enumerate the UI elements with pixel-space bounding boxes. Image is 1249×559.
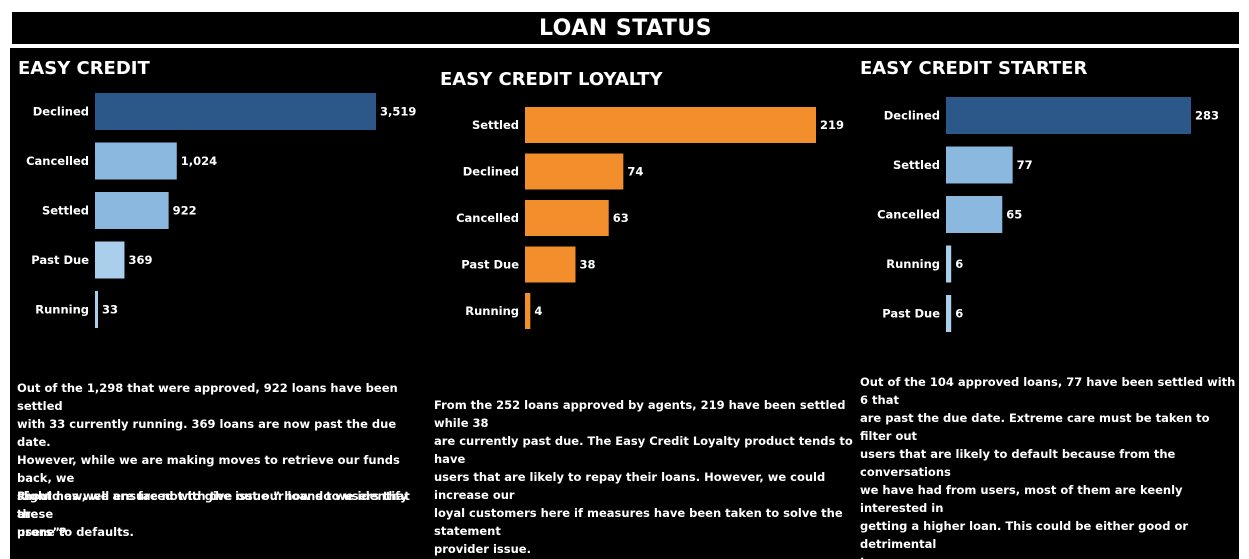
bar-running[interactable] <box>525 293 531 329</box>
value-label: 1,024 <box>181 154 217 168</box>
category-label: Settled <box>42 204 89 218</box>
category-label: Declined <box>463 165 519 179</box>
category-label: Past Due <box>461 258 519 272</box>
panel-easy-credit-loyalty: EASY CREDIT LOYALTY Settled 219 Declined 74… <box>434 48 854 559</box>
bar-declined[interactable] <box>95 93 376 130</box>
bar-past-due[interactable] <box>525 246 576 283</box>
value-label: 3,519 <box>380 105 416 119</box>
category-label: Cancelled <box>26 154 89 168</box>
bar-chart-easy-credit: Declined 3,519 Cancelled 1,024 Settled 922 Pas… <box>26 93 416 328</box>
bar-chart-easy-credit-starter: Declined 283 Settled 77 Cancelled 65 Running 6 P… <box>877 97 1219 332</box>
value-label: 4 <box>534 304 542 318</box>
page-title: LOAN STATUS <box>538 15 713 41</box>
commentary-paragraph: From the 252 loans approved by agents, 2… <box>434 398 853 556</box>
value-label: 74 <box>627 165 643 179</box>
category-label: Cancelled <box>877 208 940 222</box>
category-label: Declined <box>33 105 89 119</box>
category-label: Running <box>35 303 89 317</box>
category-label: Settled <box>472 118 519 132</box>
category-label: Declined <box>884 109 940 123</box>
category-label: Running <box>465 304 519 318</box>
value-label: 38 <box>579 258 595 272</box>
value-label: 922 <box>173 204 197 218</box>
panel-easy-credit: EASY CREDIT Declined 3,519 Cancelled 1,024 S… <box>10 48 420 559</box>
title-bar: LOAN STATUS <box>12 12 1239 44</box>
bar-cancelled[interactable] <box>95 142 177 180</box>
bar-past-due[interactable] <box>946 295 952 332</box>
value-label: 219 <box>820 118 844 132</box>
panel-title: EASY CREDIT STARTER <box>860 58 1088 79</box>
bar-settled[interactable] <box>946 146 1013 184</box>
bar-settled[interactable] <box>525 107 816 143</box>
bar-past-due[interactable] <box>95 241 125 279</box>
dashboard-content: EASY CREDIT Declined 3,519 Cancelled 1,024 S… <box>10 48 1239 559</box>
category-label: Past Due <box>882 307 940 321</box>
commentary-paragraph: Out of the 1,298 that were approved, 922… <box>17 381 410 539</box>
bar-running[interactable] <box>946 245 952 283</box>
commentary-paragraph: Right now, we are faced with the issue ”… <box>17 489 408 539</box>
panel-easy-credit-starter: EASY CREDIT STARTER Declined 283 Settled 77… <box>860 48 1239 559</box>
value-label: 6 <box>955 307 963 321</box>
value-label: 77 <box>1017 158 1033 172</box>
bar-cancelled[interactable] <box>525 200 609 236</box>
commentary-paragraph: Out of the 104 approved loans, 77 have b… <box>860 375 1236 559</box>
category-label: Running <box>886 257 940 271</box>
value-label: 369 <box>128 253 152 267</box>
category-label: Past Due <box>31 253 89 267</box>
value-label: 65 <box>1006 208 1022 222</box>
value-label: 33 <box>102 303 118 317</box>
value-label: 63 <box>613 211 629 225</box>
panel-title: EASY CREDIT LOYALTY <box>440 69 663 90</box>
value-label: 283 <box>1195 109 1219 123</box>
bar-settled[interactable] <box>95 192 169 229</box>
bar-declined[interactable] <box>525 153 624 190</box>
panel-title: EASY CREDIT <box>18 58 150 79</box>
bar-cancelled[interactable] <box>946 196 1003 233</box>
bar-running[interactable] <box>95 291 98 328</box>
value-label: 6 <box>955 257 963 271</box>
bar-chart-easy-credit-loyalty: Settled 219 Declined 74 Cancelled 63 Past Due 3… <box>456 107 844 329</box>
category-label: Settled <box>893 158 940 172</box>
bar-declined[interactable] <box>946 97 1191 134</box>
category-label: Cancelled <box>456 211 519 225</box>
